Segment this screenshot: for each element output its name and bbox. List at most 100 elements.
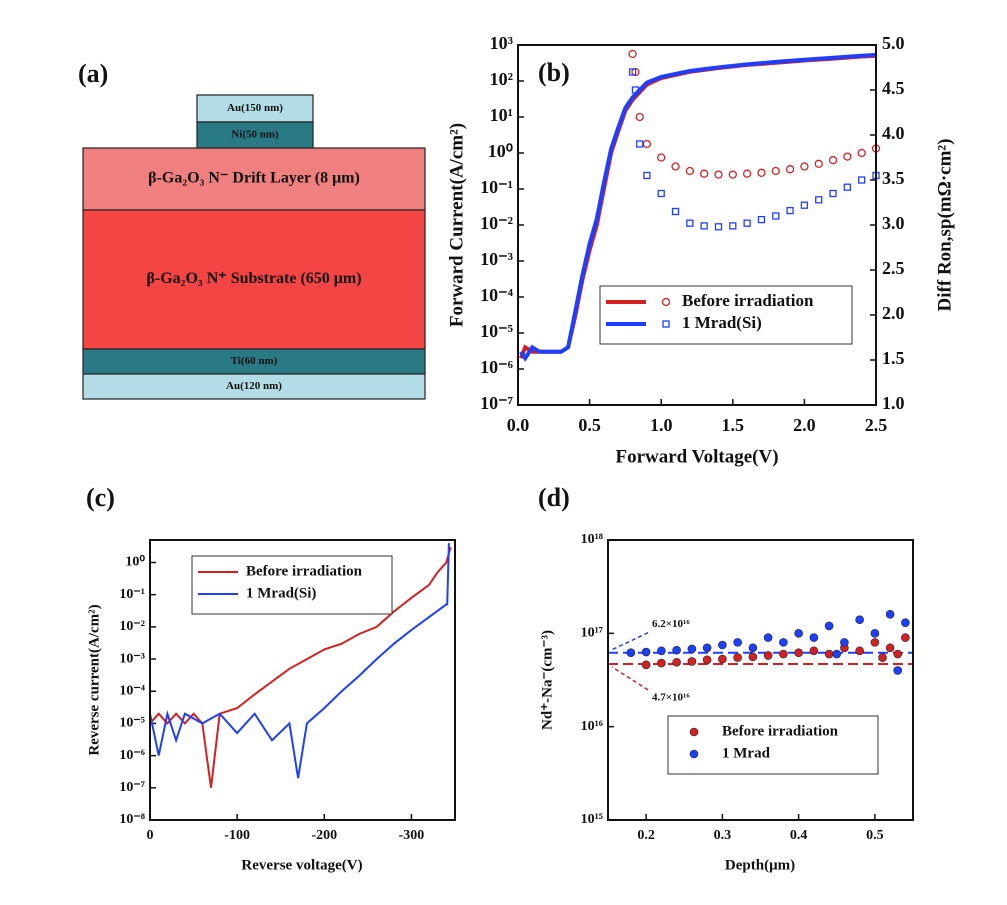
legend-label: 1 Mrad [722, 745, 771, 761]
annotation-arrow [611, 666, 649, 691]
data-point [733, 638, 742, 647]
data-point [641, 647, 651, 657]
data-point [824, 621, 834, 631]
data-point [748, 643, 758, 653]
x-axis-title: Depth(μm) [725, 857, 795, 873]
data-point [657, 658, 666, 668]
data-point [763, 633, 773, 642]
x-tick-label: -300 [399, 828, 425, 843]
x-tick-label: 0.3 [714, 828, 732, 843]
layer-label: Au(150 nm) [227, 102, 283, 114]
y-axis-title: Reverse current(A/cm²) [86, 604, 102, 755]
data-point [748, 652, 758, 662]
x-tick-label: -200 [311, 828, 337, 843]
data-point [672, 657, 681, 667]
y2-tick-label: 3.0 [882, 213, 905, 233]
data-line [149, 546, 452, 788]
data-point [843, 152, 852, 161]
data-point [686, 219, 694, 227]
data-point [800, 201, 809, 209]
y-tick-label: 10¹⁸ [581, 532, 603, 547]
x-tick-label: 0.5 [578, 415, 601, 435]
data-point [870, 629, 880, 638]
data-point [779, 638, 788, 647]
x-tick-label: 0.2 [637, 828, 655, 843]
data-line [519, 52, 877, 362]
data-point [893, 666, 903, 675]
panel-label: (c) [86, 483, 115, 512]
y-axis-title: Nd⁺-Na⁻(cm⁻³) [539, 630, 555, 730]
x-tick-label: 0.4 [790, 828, 808, 843]
data-point [885, 609, 895, 619]
data-point [733, 653, 742, 662]
data-point [901, 633, 910, 642]
data-point [809, 646, 819, 656]
y-tick-label: 10⁻⁶ [119, 748, 145, 763]
y2-tick-label: 2.0 [882, 303, 905, 323]
data-point [757, 215, 766, 224]
y-tick-label: 10⁰ [125, 555, 145, 570]
x-tick-label: 0.5 [866, 828, 884, 843]
data-point [832, 649, 842, 659]
data-point [700, 222, 708, 230]
data-point [893, 649, 903, 659]
y2-axis-title: Diff Ron,sp(mΩ·cm²) [934, 139, 955, 312]
y2-tick-label: 4.0 [882, 123, 905, 143]
annotation-arrow [611, 632, 649, 651]
data-point [742, 169, 752, 178]
layer [196, 121, 314, 149]
y2-tick-label: 5.0 [882, 33, 905, 53]
y2-tick-label: 3.5 [882, 168, 905, 188]
data-point [824, 649, 834, 659]
y-tick-label: 10¹⁷ [581, 626, 603, 641]
y-axis-title: Forward Current(A/cm²) [446, 123, 467, 327]
data-point [772, 212, 780, 220]
y-tick-label: 10⁻¹ [480, 177, 513, 197]
data-point [809, 633, 819, 642]
y-tick-label: 10⁻³ [119, 651, 145, 666]
x-tick-label: 1.5 [722, 415, 745, 435]
legend-label: Before irradiation [246, 563, 363, 579]
legend-swatch [661, 297, 671, 307]
layer-label: Ni(50 nm) [231, 129, 279, 141]
y-tick-label: 10¹ [490, 105, 513, 125]
data-point [702, 643, 712, 653]
y-tick-label: 10⁻² [119, 619, 145, 634]
data-point [657, 153, 666, 162]
y2-tick-label: 4.5 [882, 78, 905, 98]
plot-frame [607, 539, 914, 821]
data-point [671, 162, 680, 171]
layer [196, 94, 314, 123]
data-point [828, 156, 838, 165]
data-point [857, 148, 866, 158]
data-point [814, 159, 823, 168]
data-point [855, 646, 864, 656]
data-point [843, 183, 852, 191]
x-tick-label: 2.0 [793, 415, 816, 435]
y2-tick-label: 1.0 [882, 393, 905, 413]
y-tick-label: 10⁻⁷ [480, 393, 514, 413]
layer-label: β-Ga₂O₃ N⁻ Drift Layer (8 μm) [148, 170, 360, 187]
legend-box [599, 285, 853, 345]
legend-box [667, 715, 879, 775]
y-tick-label: 10¹⁶ [581, 719, 603, 734]
layer [82, 147, 426, 211]
layer-label: β-Ga₂O₃ N⁺ Substrate (650 μm) [146, 270, 361, 287]
legend-label: 1 Mrad(Si) [246, 585, 316, 601]
data-point [687, 644, 697, 654]
legend-label: 1 Mrad(Si) [682, 313, 762, 332]
data-point [672, 645, 681, 655]
data-point [771, 166, 780, 176]
y-tick-label: 10⁻⁴ [480, 285, 514, 305]
x-tick-label: 2.5 [865, 415, 888, 435]
legend-swatch [689, 727, 699, 737]
data-point [829, 189, 837, 198]
y-tick-label: 10⁻⁵ [119, 716, 145, 731]
plot-frame [517, 44, 877, 406]
panel-label: (a) [78, 59, 108, 88]
y-tick-label: 10⁻⁵ [480, 321, 514, 341]
data-point [700, 169, 709, 178]
data-point [657, 646, 666, 656]
x-tick-label: 0.0 [507, 415, 530, 435]
annotation: 6.2×10¹⁶ [652, 618, 690, 630]
